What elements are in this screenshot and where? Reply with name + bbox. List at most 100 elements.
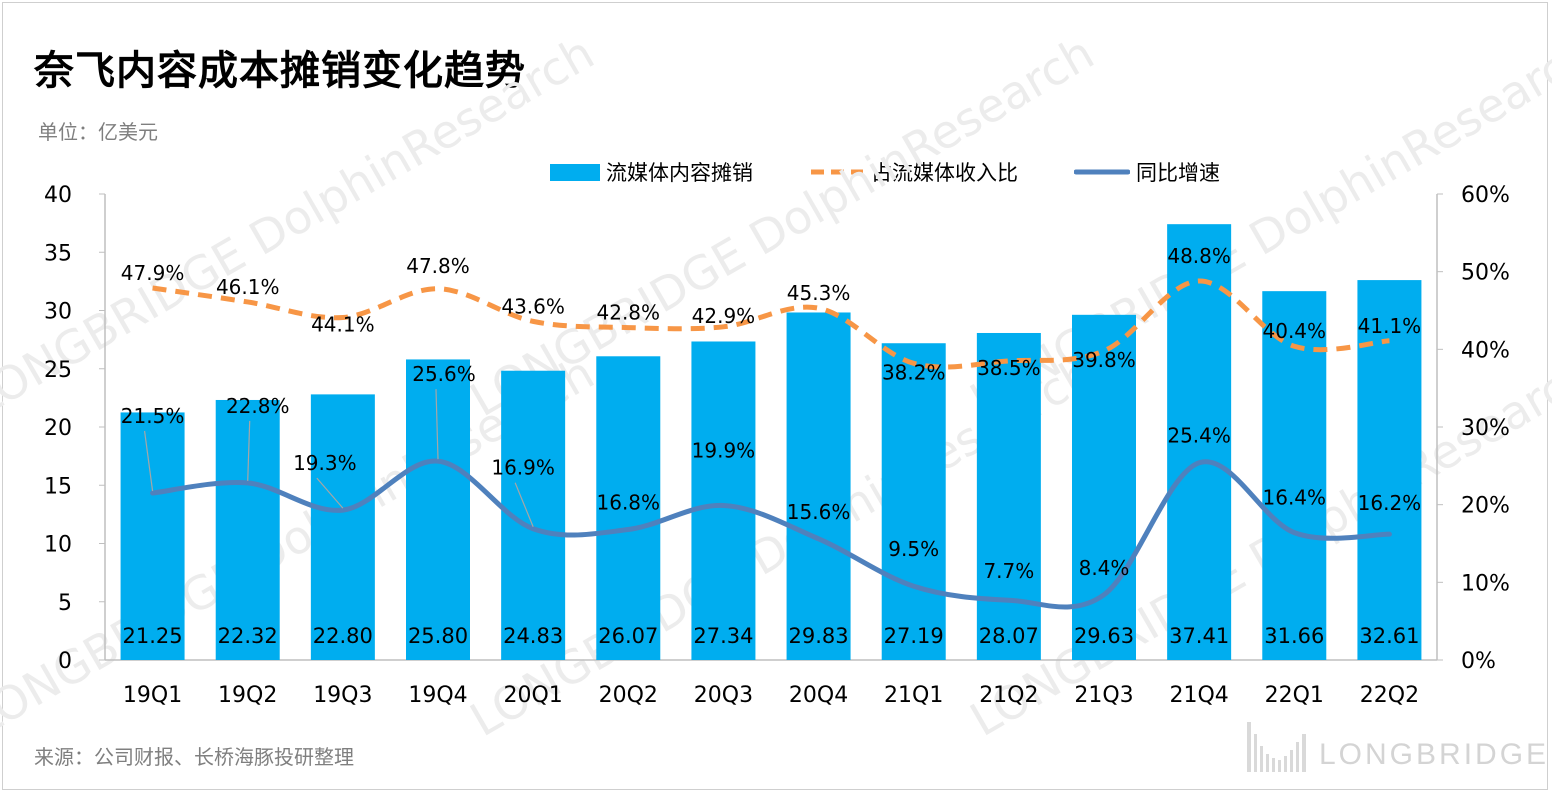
revenue-ratio-label: 45.3% [787,281,851,305]
bar-value-label: 22.32 [218,624,278,648]
yoy-growth-label: 19.9% [692,438,756,462]
bar [310,394,375,660]
revenue-ratio-label: 41.1% [1358,314,1422,338]
bar-value-label: 27.34 [693,624,753,648]
y-right-tick-label: 30% [1461,416,1510,441]
bar-value-label: 28.07 [979,624,1039,648]
revenue-ratio-label: 47.8% [406,254,470,278]
y-right-tick-label: 40% [1461,338,1510,363]
bar [406,359,470,660]
yoy-growth-label: 16.9% [491,456,555,480]
x-tick-label: 19Q2 [218,683,277,708]
yoy-growth-label: 9.5% [888,537,939,561]
revenue-ratio-label: 42.9% [692,304,756,328]
x-tick-label: 19Q4 [408,683,467,708]
label-leader-line [143,430,154,492]
brand-text: LONGBRIDGE [1319,738,1550,771]
yoy-growth-line [150,458,1392,610]
bar [215,399,280,660]
yoy-growth-label: 16.8% [597,491,661,515]
bar-value-label: 21.25 [123,624,183,648]
yoy-growth-label: 8.4% [1079,556,1130,580]
y-left-tick-label: 35 [44,241,72,266]
label-leader-line [435,389,439,460]
yoy-growth-label: 16.4% [1263,486,1327,510]
bar-value-label: 25.80 [408,624,468,648]
x-tick-label: 20Q2 [599,683,658,708]
revenue-ratio-label: 48.8% [1167,244,1231,268]
y-left-tick-label: 10 [44,533,72,558]
x-tick-label: 20Q1 [503,683,562,708]
y-left-tick-label: 15 [44,474,72,499]
legend-label-amortization: 流媒体内容摊销 [606,161,753,185]
x-tick-label: 21Q3 [1074,683,1133,708]
revenue-ratio-label: 39.8% [1072,348,1136,372]
legend-dashed-swatch [811,169,863,175]
x-tick-label: 19Q3 [313,683,372,708]
bar [120,412,185,660]
label-leader-line [316,477,344,509]
x-tick-label: 21Q1 [884,683,943,708]
bar [786,312,851,660]
y-left-tick-label: 0 [58,649,72,674]
bar-value-label: 37.41 [1169,624,1229,648]
y-left-tick-label: 5 [58,591,72,616]
yoy-growth-label: 16.2% [1358,491,1422,515]
x-tick-label: 22Q1 [1265,683,1324,708]
revenue-ratio-line [152,278,1390,370]
bar-value-label: 29.83 [789,624,849,648]
bar-value-label: 22.80 [313,624,373,648]
bar [881,343,946,660]
revenue-ratio-label: 46.1% [216,275,280,299]
legend-item-yoy-growth: 同比增速 [1074,157,1220,187]
y-right-tick-label: 0% [1461,649,1496,674]
x-tick-label: 20Q3 [694,683,753,708]
revenue-ratio-label: 38.5% [977,356,1041,380]
yoy-growth-label: 25.6% [412,362,476,386]
y-right-tick-label: 20% [1461,494,1510,519]
brand-watermark: LONGBRIDGE [1245,712,1549,772]
brand-logo-icon [1247,722,1306,772]
label-leader-line [514,482,534,527]
x-tick-label: 19Q1 [123,683,182,708]
y-right-tick-label: 50% [1461,261,1510,286]
chart-legend: 流媒体内容摊销 占流媒体收入比 同比增速 [550,158,1276,186]
y-left-tick-label: 30 [44,300,72,325]
bar-value-label: 32.61 [1359,624,1419,648]
x-tick-label: 21Q4 [1169,683,1228,708]
y-right-tick-label: 10% [1461,571,1510,596]
revenue-ratio-label: 43.6% [501,294,565,318]
yoy-growth-label: 15.6% [787,500,851,524]
legend-item-revenue-ratio: 占流媒体收入比 [809,157,1018,187]
legend-solid-swatch [1074,169,1130,175]
bar [691,341,756,660]
y-left-tick-label: 20 [44,416,72,441]
yoy-growth-label: 7.7% [983,559,1034,583]
x-tick-label: 21Q2 [979,683,1038,708]
label-leader-line [247,420,251,481]
revenue-ratio-label: 44.1% [311,312,375,336]
yoy-growth-label: 22.8% [226,394,290,418]
yoy-growth-label: 21.5% [121,404,185,428]
bar [596,356,661,660]
yoy-growth-label: 25.4% [1167,424,1231,448]
bar-value-label: 26.07 [598,624,658,648]
x-tick-label: 22Q2 [1360,683,1419,708]
yoy-growth-label: 19.3% [293,451,357,475]
bar-value-label: 31.66 [1264,624,1324,648]
bar-value-label: 29.63 [1074,624,1134,648]
bar [1167,224,1232,660]
y-left-tick-label: 40 [44,183,72,208]
y-right-tick-label: 60% [1461,183,1510,208]
x-tick-label: 20Q4 [789,683,848,708]
revenue-ratio-label: 40.4% [1263,319,1327,343]
legend-bar-swatch [550,163,600,181]
unit-label: 单位：亿美元 [38,120,158,144]
revenue-ratio-label: 38.2% [882,360,946,384]
bar [976,332,1041,660]
revenue-ratio-label: 42.8% [597,301,661,325]
legend-label-revenue-ratio: 占流媒体收入比 [871,161,1018,185]
y-left-tick-label: 25 [44,358,72,383]
source-note: 来源：公司财报、长桥海豚投研整理 [34,745,354,769]
